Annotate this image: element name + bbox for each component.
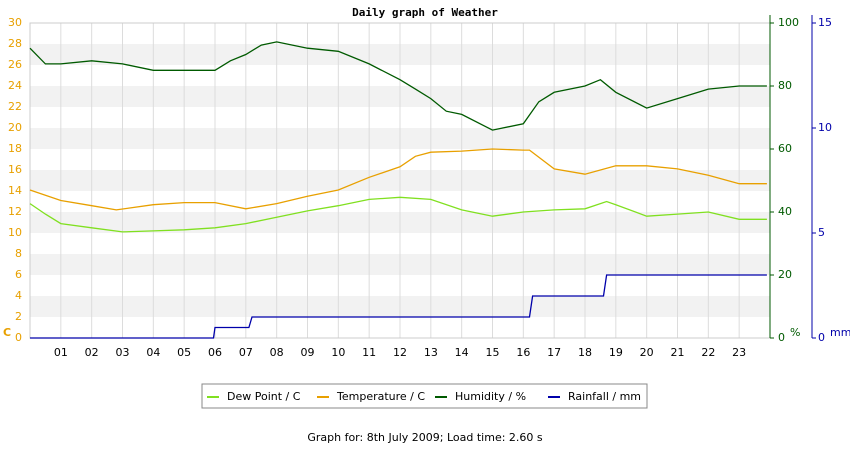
- axis-unit: mm: [830, 326, 850, 339]
- x-tick-label: 22: [701, 346, 715, 359]
- legend-label: Rainfall / mm: [568, 390, 641, 403]
- axis-unit: %: [790, 326, 800, 339]
- x-tick-label: 04: [146, 346, 160, 359]
- y-tick-label: 12: [8, 205, 22, 218]
- x-tick-label: 08: [270, 346, 284, 359]
- y-tick-label: 16: [8, 163, 22, 176]
- y3-tick-label: 15: [818, 16, 832, 29]
- legend-label: Humidity / %: [455, 390, 526, 403]
- x-tick-label: 01: [54, 346, 68, 359]
- x-tick-label: 20: [640, 346, 654, 359]
- x-tick-label: 15: [486, 346, 500, 359]
- y-tick-label: 26: [8, 58, 22, 71]
- y3-tick-label: 0: [818, 331, 825, 344]
- y-tick-label: 14: [8, 184, 22, 197]
- x-tick-label: 11: [362, 346, 376, 359]
- x-tick-label: 12: [393, 346, 407, 359]
- axis-unit: C: [3, 326, 11, 339]
- x-tick-label: 06: [208, 346, 222, 359]
- y-tick-label: 4: [15, 289, 22, 302]
- series-line: [29, 41, 767, 131]
- y-tick-label: 10: [8, 226, 22, 239]
- y2-tick-label: 100: [778, 16, 799, 29]
- y2-tick-label: 80: [778, 79, 792, 92]
- y-tick-label: 8: [15, 247, 22, 260]
- x-tick-label: 21: [671, 346, 685, 359]
- y-tick-label: 24: [8, 79, 22, 92]
- series-line: [29, 196, 767, 233]
- y2-tick-label: 40: [778, 205, 792, 218]
- x-tick-label: 10: [331, 346, 345, 359]
- x-tick-label: 19: [609, 346, 623, 359]
- y3-tick-label: 5: [818, 226, 825, 239]
- series-line: [30, 274, 767, 339]
- footer: Graph for: 8th July 2009; Load time: 2.6…: [307, 431, 543, 444]
- y-tick-label: 30: [8, 16, 22, 29]
- series-line: [29, 148, 767, 211]
- y-tick-label: 6: [15, 268, 22, 281]
- y3-tick-label: 10: [818, 121, 832, 134]
- y-tick-label: 20: [8, 121, 22, 134]
- x-tick-label: 17: [547, 346, 561, 359]
- legend-box: [201, 383, 648, 409]
- x-tick-label: 13: [424, 346, 438, 359]
- y-tick-label: 28: [8, 37, 22, 50]
- legend-label: Temperature / C: [336, 390, 425, 403]
- y-tick-label: 2: [15, 310, 22, 323]
- y-tick-label: 0: [15, 331, 22, 344]
- x-tick-label: 07: [239, 346, 253, 359]
- y2-tick-label: 60: [778, 142, 792, 155]
- x-tick-label: 14: [455, 346, 469, 359]
- x-tick-label: 02: [85, 346, 99, 359]
- x-tick-label: 23: [732, 346, 746, 359]
- legend-label: Dew Point / C: [227, 390, 301, 403]
- y2-tick-label: 0: [778, 331, 785, 344]
- x-tick-label: 03: [116, 346, 130, 359]
- x-tick-label: 05: [177, 346, 191, 359]
- x-tick-label: 09: [301, 346, 315, 359]
- x-tick-label: 18: [578, 346, 592, 359]
- y-tick-label: 18: [8, 142, 22, 155]
- x-tick-label: 16: [516, 346, 530, 359]
- chart-title: Daily graph of Weather: [352, 6, 498, 19]
- y-tick-label: 22: [8, 100, 22, 113]
- y2-tick-label: 20: [778, 268, 792, 281]
